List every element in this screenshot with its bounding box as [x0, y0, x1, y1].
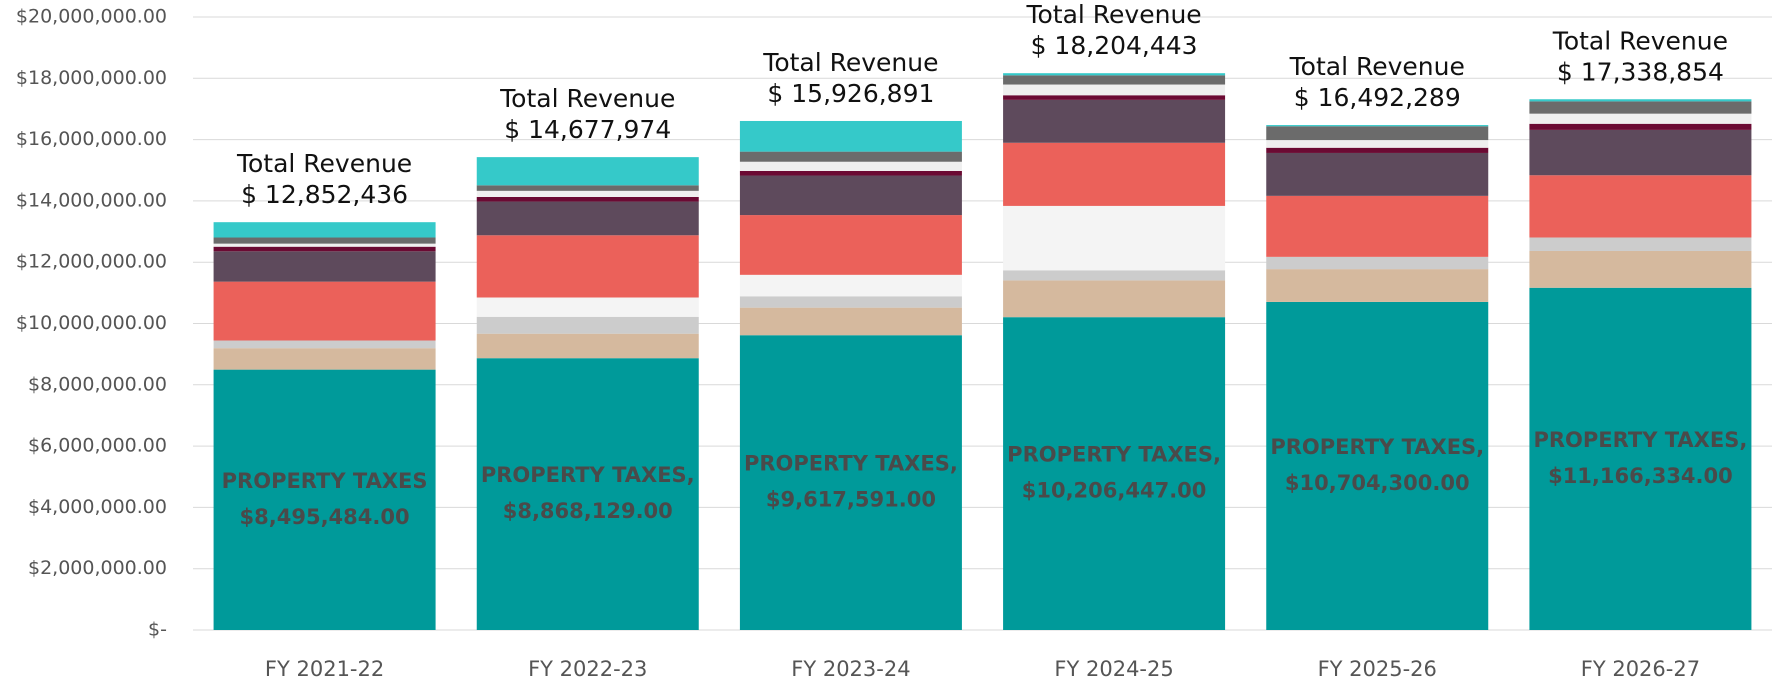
y-tick-label: $14,000,000.00	[16, 189, 167, 211]
total-title: Total Revenue	[499, 84, 675, 113]
total-title: Total Revenue	[1025, 0, 1201, 29]
data-label: $10,704,300.00	[1285, 471, 1470, 495]
bar-segment	[1529, 250, 1752, 288]
bar-segment	[213, 281, 436, 341]
data-label-name: PROPERTY TAXES,	[1534, 428, 1748, 452]
bar-segment	[1003, 317, 1226, 630]
bar-segment	[739, 307, 962, 336]
bar-segment	[1003, 280, 1226, 318]
bar-segment	[1003, 95, 1226, 100]
y-tick-label: $16,000,000.00	[16, 128, 167, 150]
total-title: Total Revenue	[236, 149, 412, 178]
bar-segment	[1529, 101, 1752, 114]
bar-segment	[1529, 123, 1752, 130]
bar-segment	[476, 190, 699, 197]
y-tick-label: $8,000,000.00	[28, 373, 167, 395]
bar-segment	[476, 358, 699, 630]
data-label: $8,868,129.00	[503, 499, 673, 523]
y-tick-label: $2,000,000.00	[28, 557, 167, 579]
total-label: $ 12,852,436	[241, 180, 408, 209]
bar-segment	[739, 296, 962, 308]
x-tick-label: FY 2024-25	[1054, 657, 1173, 681]
bar-segment	[1003, 75, 1226, 85]
bar-segment	[476, 316, 699, 334]
bar-segment	[476, 157, 699, 186]
total-title: Total Revenue	[1552, 26, 1728, 55]
bar-segment	[213, 222, 436, 238]
bar-segment	[213, 340, 436, 349]
bar-segment	[739, 161, 962, 171]
total-title: Total Revenue	[1289, 52, 1465, 81]
bar-segment	[1003, 73, 1226, 76]
total-label: $ 18,204,443	[1031, 31, 1198, 60]
bar-segment	[739, 335, 962, 630]
bar-segment	[739, 215, 962, 275]
bar-segment	[213, 251, 436, 282]
x-tick-label: FY 2026-27	[1581, 657, 1700, 681]
x-tick-label: FY 2021-22	[265, 657, 384, 681]
data-label: $8,495,484.00	[240, 505, 410, 529]
total-title: Total Revenue	[762, 48, 938, 77]
bar-segment	[213, 243, 436, 247]
y-tick-label: $18,000,000.00	[16, 67, 167, 89]
bar-segment	[476, 333, 699, 359]
bar-segment	[213, 369, 436, 630]
bar-segment	[739, 175, 962, 216]
y-tick-label: $10,000,000.00	[16, 312, 167, 334]
total-label: $ 15,926,891	[767, 79, 934, 108]
bar-segment	[1266, 152, 1489, 196]
data-label-name: PROPERTY TAXES,	[1270, 435, 1484, 459]
bar-segment	[1266, 195, 1489, 257]
bar-segment	[1003, 84, 1226, 96]
bar-segment	[1529, 129, 1752, 176]
y-tick-label: $-	[148, 619, 167, 641]
y-tick-label: $12,000,000.00	[16, 251, 167, 273]
y-tick-label: $4,000,000.00	[28, 496, 167, 518]
bar-segment	[476, 185, 699, 191]
bar-segment	[476, 297, 699, 317]
bar-segment	[1003, 205, 1226, 271]
bar-segment	[1003, 270, 1226, 281]
bar-segment	[1266, 125, 1489, 127]
data-label-name: PROPERTY TAXES	[222, 469, 428, 493]
bar-segment	[1266, 256, 1489, 270]
bar-segment	[213, 237, 436, 244]
bar-segment	[739, 170, 962, 176]
y-tick-label: $6,000,000.00	[28, 435, 167, 457]
bar-segment	[1266, 269, 1489, 302]
bar-segment	[1529, 287, 1752, 630]
bar-segment	[476, 235, 699, 298]
bar-segment	[1529, 113, 1752, 124]
data-label: $9,617,591.00	[766, 488, 936, 512]
bar-segment	[1003, 99, 1226, 143]
data-label-name: PROPERTY TAXES,	[1007, 443, 1221, 467]
bar-segment	[739, 274, 962, 297]
bar-segment	[213, 246, 436, 252]
bar-segment	[1266, 301, 1489, 630]
bar-segment	[1529, 237, 1752, 251]
total-label: $ 14,677,974	[504, 115, 671, 144]
bar-segment	[1266, 147, 1489, 153]
bar-segment	[1003, 142, 1226, 206]
data-label-name: PROPERTY TAXES,	[481, 463, 695, 487]
data-label: $11,166,334.00	[1548, 464, 1733, 488]
x-tick-label: FY 2023-24	[791, 657, 910, 681]
y-tick-label: $20,000,000.00	[16, 6, 167, 28]
total-label: $ 16,492,289	[1294, 83, 1461, 112]
bar-segment	[476, 196, 699, 202]
total-label: $ 17,338,854	[1557, 57, 1724, 86]
bar-segment	[1529, 99, 1752, 102]
bar-segment	[1266, 126, 1489, 141]
bar-segment	[476, 201, 699, 236]
bar-segment	[1266, 140, 1489, 148]
x-tick-label: FY 2022-23	[528, 657, 647, 681]
data-label: $10,206,447.00	[1022, 479, 1207, 503]
bar-segment	[1529, 175, 1752, 238]
bar-segment	[739, 120, 962, 152]
bar-segment	[213, 348, 436, 370]
data-label-name: PROPERTY TAXES,	[744, 452, 958, 476]
x-tick-label: FY 2025-26	[1318, 657, 1437, 681]
bar-segment	[739, 151, 962, 162]
